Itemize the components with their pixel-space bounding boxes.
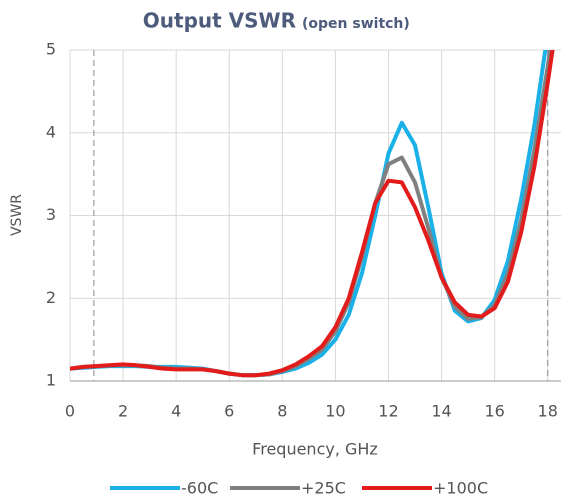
y-tick-label: 3 (46, 205, 56, 224)
x-tick-label: 0 (65, 402, 75, 421)
x-tick-label: 14 (431, 402, 451, 421)
x-tick-label: 10 (325, 402, 345, 421)
chart-subtitle: (open switch) (302, 16, 410, 32)
series-line (70, 50, 555, 378)
series-line (70, 50, 548, 378)
y-tick-label: 5 (46, 40, 56, 59)
y-tick-label: 4 (46, 122, 56, 141)
y-tick-label: 2 (46, 288, 56, 307)
x-axis-label: Frequency, GHz (252, 440, 378, 459)
legend-label: +25C (301, 479, 346, 498)
x-tick-label: 16 (484, 402, 504, 421)
y-axis-label: VSWR (9, 194, 25, 236)
x-tick-label: 8 (277, 402, 287, 421)
x-tick-label: 2 (118, 402, 128, 421)
chart-title: Output VSWR (143, 9, 296, 33)
x-tick-label: 4 (171, 402, 181, 421)
plot-area (70, 50, 555, 378)
y-tick-label: 1 (46, 371, 56, 390)
x-tick-label: 6 (224, 402, 234, 421)
legend-label: -60C (181, 479, 218, 498)
x-tick-label: 18 (538, 402, 558, 421)
series-line (70, 50, 553, 378)
x-tick-label: 12 (378, 402, 398, 421)
legend-label: +100C (433, 479, 488, 498)
